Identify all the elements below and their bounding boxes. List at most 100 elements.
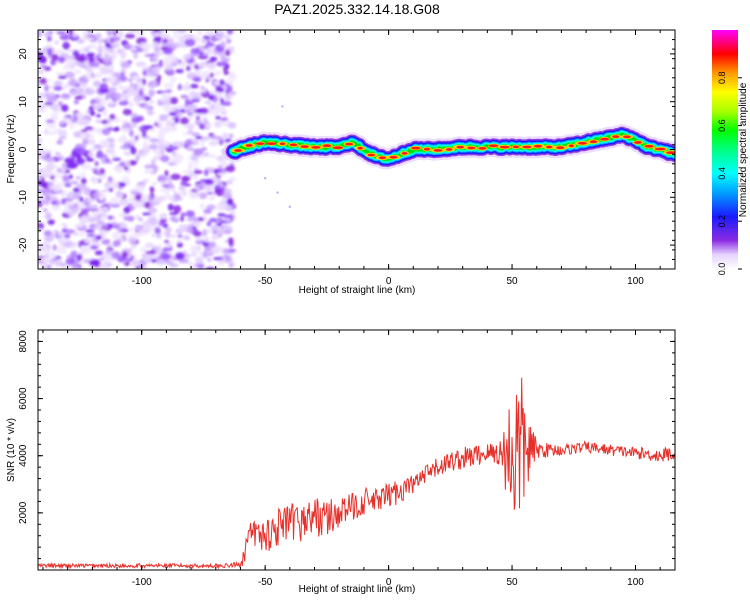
noise-blob <box>43 156 54 162</box>
noise-blob <box>150 203 155 212</box>
noise-blob <box>68 79 79 87</box>
noise-blob <box>99 139 106 143</box>
stray-dot <box>288 205 292 209</box>
noise-blob <box>38 189 44 193</box>
noise-blob <box>101 233 106 241</box>
noise-blob <box>137 183 146 187</box>
noise-blob <box>144 169 151 174</box>
noise-blob <box>63 233 71 239</box>
noise-blob <box>149 138 159 143</box>
noise-blob <box>100 67 109 75</box>
noise-blob <box>89 259 100 267</box>
noise-blob <box>89 147 97 152</box>
noise-blob <box>50 175 55 180</box>
noise-blob <box>73 232 80 237</box>
noise-blob <box>42 262 48 269</box>
noise-blob <box>143 125 154 130</box>
noise-blob <box>129 227 135 232</box>
noise-blob <box>153 36 163 40</box>
noise-blob <box>197 108 203 113</box>
noise-blob <box>118 198 128 206</box>
noise-blob <box>52 244 57 251</box>
noise-blob <box>160 42 171 47</box>
noise-blob <box>38 137 42 146</box>
noise-blob <box>39 77 47 85</box>
ridge-core <box>367 153 376 157</box>
noise-blob <box>43 230 52 237</box>
noise-blob <box>154 227 161 234</box>
noise-blob <box>47 96 58 103</box>
noise-blob <box>126 178 131 187</box>
ridge-core <box>654 147 666 151</box>
noise-blob <box>90 176 100 183</box>
ridge-core <box>401 152 408 155</box>
noise-blob <box>133 83 139 91</box>
noise-blob <box>205 42 215 47</box>
noise-blob <box>106 223 114 228</box>
ridge-core <box>577 141 588 145</box>
noise-blob <box>151 66 161 74</box>
noise-blob <box>208 241 216 248</box>
noise-blob <box>98 88 109 94</box>
noise-blob <box>206 47 212 54</box>
noise-blob <box>212 95 218 103</box>
x-tick-label: 100 <box>627 276 644 287</box>
noise-blob <box>121 119 129 124</box>
noise-blob <box>70 251 77 259</box>
ridge-core <box>456 145 465 149</box>
spectrogram-y-label: Frequency (Hz) <box>6 115 17 184</box>
noise-blob <box>157 74 162 82</box>
noise-blob <box>95 33 102 39</box>
noise-blob <box>193 230 202 237</box>
noise-blob <box>137 149 144 155</box>
x-tick-label: -50 <box>258 276 273 287</box>
noise-blob <box>197 55 209 60</box>
noise-blob <box>145 255 157 260</box>
noise-blob <box>128 78 133 82</box>
noise-blob <box>69 55 76 61</box>
noise-blob <box>162 48 173 55</box>
noise-blob <box>51 206 61 211</box>
noise-blob <box>128 100 134 109</box>
noise-blob <box>220 35 231 39</box>
noise-blob <box>176 242 183 248</box>
noise-blob <box>177 59 182 63</box>
noise-blob <box>80 163 92 170</box>
colorbar-ticks: 0.0 0.2 0.4 0.6 0.8 <box>717 72 742 275</box>
ridge-core <box>433 149 443 152</box>
noise-blob <box>161 92 167 100</box>
noise-blob <box>175 252 185 260</box>
y-tick-label: 20 <box>18 48 29 60</box>
ridge-core <box>512 145 519 149</box>
ridge-core <box>345 142 354 146</box>
noise-blob <box>118 182 127 187</box>
noise-blob <box>100 215 108 221</box>
noise-blob <box>148 71 155 77</box>
noise-blob <box>135 61 146 67</box>
noise-blob <box>130 194 136 201</box>
noise-blob <box>195 256 204 264</box>
noise-blob <box>140 127 146 133</box>
noise-blob <box>187 130 193 135</box>
noise-blob <box>206 204 216 211</box>
noise-blob <box>169 263 179 268</box>
noise-blob <box>193 218 200 223</box>
noise-blob <box>80 208 91 213</box>
snr-x-label: Height of straight line (km) <box>299 584 416 595</box>
noise-blob <box>150 41 160 50</box>
noise-blob <box>184 107 189 112</box>
noise-blob <box>128 30 139 33</box>
noise-blob <box>143 146 150 155</box>
noise-blob <box>39 257 51 263</box>
noise-blob <box>85 66 94 73</box>
noise-blob <box>70 154 76 161</box>
noise-blob <box>197 62 207 68</box>
noise-blob <box>216 222 222 227</box>
noise-blob <box>129 262 141 267</box>
noise-blob <box>163 140 171 147</box>
noise-blob <box>65 201 74 208</box>
noise-blob <box>191 252 197 257</box>
noise-blob <box>76 253 83 261</box>
noise-blob <box>79 196 84 203</box>
noise-blob <box>86 233 95 237</box>
